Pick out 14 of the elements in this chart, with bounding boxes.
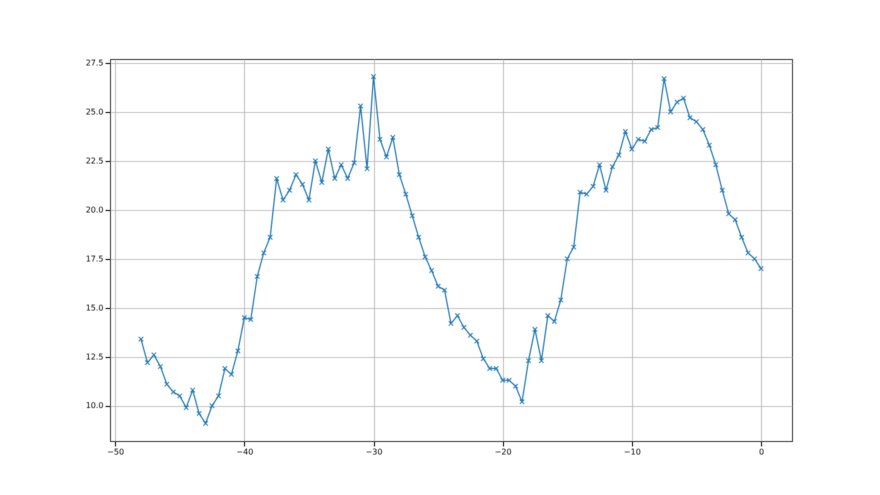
y-tick-label: 12.5: [86, 352, 104, 362]
y-tick-label: 10.0: [86, 401, 104, 410]
x-tick-label: 0: [758, 448, 764, 456]
x-tick-label: −40: [236, 448, 254, 456]
x-tick-label: −10: [624, 448, 641, 456]
y-tick-label: 17.5: [86, 254, 104, 264]
y-tick-label: 20.0: [86, 205, 104, 214]
x-tick-label: −20: [494, 448, 512, 456]
x-tick-label: −30: [366, 448, 382, 456]
y-tick-label: 25.0: [86, 107, 104, 116]
y-tick-label: 15.0: [86, 303, 104, 312]
y-tick-label: 27.5: [86, 58, 104, 68]
x-tick-label: −50: [107, 448, 124, 456]
y-tick-label: 22.5: [86, 156, 104, 166]
